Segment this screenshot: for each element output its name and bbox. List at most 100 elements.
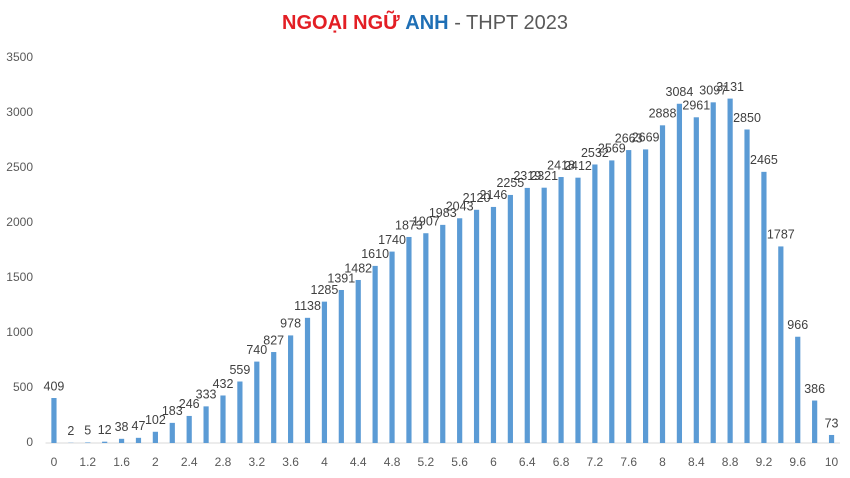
x-tick-label: 6	[490, 455, 497, 469]
x-tick-label: 3.2	[248, 455, 265, 469]
value-label: 1907	[412, 215, 440, 229]
value-label: 2850	[733, 111, 761, 125]
bar	[186, 415, 192, 443]
title-part: NGOẠI NGỮ	[282, 10, 400, 34]
bar	[102, 441, 108, 443]
title-part: ANH	[405, 12, 448, 34]
x-tick-label: 2.8	[215, 455, 232, 469]
bar	[795, 336, 801, 443]
value-label: 2465	[750, 153, 778, 167]
value-label: 1983	[429, 206, 457, 220]
x-tick-label: 2.4	[181, 455, 198, 469]
value-label: 1138	[294, 299, 321, 313]
bar	[643, 149, 649, 443]
bar	[51, 398, 57, 443]
bar	[203, 406, 209, 443]
value-label: 1610	[361, 247, 389, 261]
value-label: 1482	[344, 261, 372, 275]
x-tick-label: 6.8	[553, 455, 570, 469]
bar	[457, 218, 463, 443]
bar	[592, 164, 598, 444]
bar	[659, 125, 666, 443]
value-label: 38	[115, 420, 129, 434]
x-tick-label: 2	[152, 455, 159, 469]
value-label: 5	[84, 424, 91, 438]
y-tick-label: 1000	[6, 325, 33, 339]
value-label: 827	[263, 333, 284, 347]
value-label: 2888	[649, 107, 677, 121]
bar	[135, 437, 142, 443]
bar	[558, 177, 564, 443]
value-label: 2663	[615, 131, 643, 145]
x-tick-label: 1.6	[113, 455, 130, 469]
x-tick-label: 7.2	[587, 455, 604, 469]
value-label: 2255	[496, 176, 524, 190]
value-label: 333	[196, 388, 217, 402]
x-tick-label: 0	[51, 455, 58, 469]
value-label: 2669	[632, 131, 660, 145]
value-label: 409	[44, 379, 65, 393]
x-tick-label: 9.2	[756, 455, 773, 469]
bar	[507, 194, 513, 443]
value-label: 2532	[581, 146, 609, 160]
x-tick-label: 1.2	[79, 455, 96, 469]
x-tick-label: 8	[659, 455, 666, 469]
bar	[152, 431, 158, 443]
value-label: 102	[145, 413, 166, 427]
value-label: 2120	[463, 191, 491, 205]
x-tick-label: 4	[321, 455, 328, 469]
x-tick-label: 5.6	[451, 455, 468, 469]
bar	[710, 102, 716, 443]
value-label: 246	[179, 397, 200, 411]
value-label: 1740	[378, 233, 406, 247]
bar	[761, 171, 767, 443]
value-label: 1787	[767, 228, 795, 242]
value-label: 183	[162, 404, 183, 418]
bar	[440, 224, 446, 443]
bar	[372, 265, 378, 443]
bar	[541, 187, 547, 443]
value-label: 740	[246, 343, 267, 357]
value-label: 966	[787, 318, 808, 332]
chart-title: NGOẠI NGỮ ANH - THPT 2023	[282, 10, 568, 34]
x-tick-label: 6.4	[519, 455, 536, 469]
x-tick-label: 5.2	[418, 455, 435, 469]
y-tick-label: 2500	[6, 160, 33, 174]
y-tick-label: 500	[13, 380, 33, 394]
value-label: 2	[67, 424, 74, 438]
y-tick-label: 3500	[6, 50, 33, 64]
bar	[626, 150, 632, 443]
value-label: 2569	[598, 142, 626, 156]
y-tick-label: 2000	[6, 215, 33, 229]
y-tick-label: 3000	[6, 105, 33, 119]
value-label: 386	[804, 382, 825, 396]
bar	[423, 233, 429, 443]
bar	[389, 251, 395, 443]
x-tick-label: 9.6	[789, 455, 806, 469]
value-label: 47	[132, 419, 146, 433]
bar	[406, 236, 412, 443]
bar	[490, 206, 497, 443]
title-part: - THPT 2023	[454, 12, 568, 34]
value-label: 2418	[547, 158, 575, 172]
x-tick-label: 3.6	[282, 455, 299, 469]
bar	[812, 400, 818, 443]
y-tick-label: 0	[26, 435, 33, 449]
value-label: 1391	[327, 271, 355, 285]
bar	[254, 361, 260, 443]
y-tick-label: 1500	[6, 270, 33, 284]
value-label: 3097	[699, 84, 727, 98]
value-label: 2043	[446, 200, 474, 214]
bar	[271, 352, 277, 443]
value-label: 73	[825, 416, 839, 430]
bar	[288, 335, 294, 443]
bar	[676, 103, 683, 443]
value-label: 2146	[480, 188, 508, 202]
bar	[744, 129, 750, 443]
bar	[220, 395, 226, 443]
value-label: 1873	[395, 218, 423, 232]
value-label: 3131	[716, 80, 744, 94]
bar	[575, 177, 581, 443]
bar	[609, 160, 615, 443]
value-label: 2412	[564, 159, 592, 173]
